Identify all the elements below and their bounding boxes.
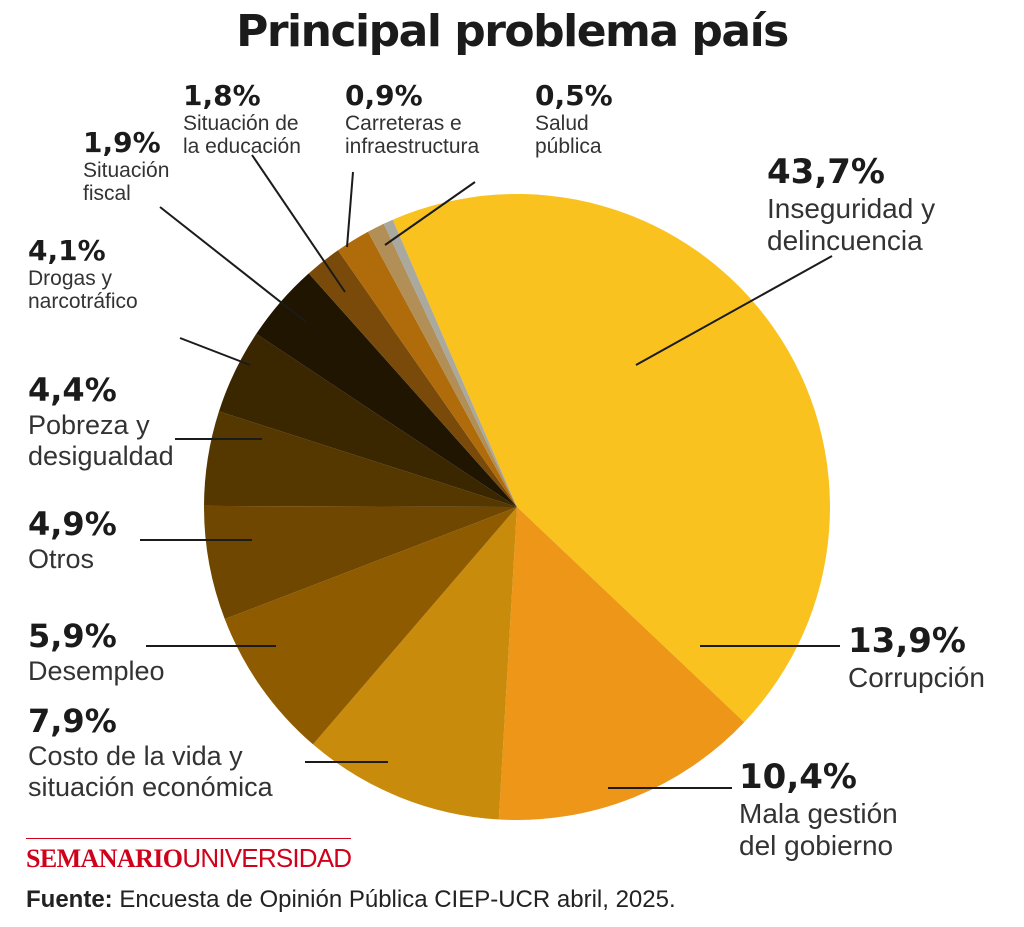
slice-label-3: 7,9% Costo de la vida y situación económic… <box>28 705 273 803</box>
slice-percent: 5,9% <box>28 617 117 655</box>
slice-category-text: narcotráfico <box>28 290 138 313</box>
slice-label-6: 4,4% Pobreza y desigualdad <box>28 374 174 472</box>
slice-percent: 4,1% <box>28 234 106 267</box>
slice-label-5: 4,9% Otros <box>28 508 117 575</box>
leader-line-9 <box>251 154 346 293</box>
slice-category-text: Costo de la vida y <box>28 741 243 771</box>
pie-slice-7 <box>256 273 517 507</box>
slice-category-text: la educación <box>183 135 301 158</box>
slice-percent: 0,5% <box>535 79 613 112</box>
chart-title: Principal problema país <box>236 6 789 57</box>
source-note: Fuente: Encuesta de Opinión Pública CIEP… <box>26 886 676 914</box>
source-label: Fuente: <box>26 886 113 913</box>
slice-percent: 10,4% <box>739 757 857 797</box>
pie-slice-5 <box>204 411 517 507</box>
slice-label-4: 5,9% Desempleo <box>28 620 165 687</box>
slice-category-text: Mala gestión <box>739 798 898 829</box>
slice-category-text: Salud <box>535 112 589 135</box>
slice-category-text: Corrupción <box>848 662 985 693</box>
pie-slice-4 <box>203 505 517 620</box>
slice-category-text: Drogas y <box>28 267 113 290</box>
slice-label-0: 43,7% Inseguridad y delincuencia <box>767 155 935 257</box>
leader-line-7 <box>179 337 251 366</box>
source-text: Encuesta de Opinión Pública CIEP-UCR abr… <box>119 886 676 913</box>
slice-category-text: fiscal <box>83 182 131 205</box>
brand-logo: SEMANARIOUNIVERSIDAD <box>26 838 352 875</box>
leader-line-0 <box>635 255 833 366</box>
pie-slice-6 <box>218 333 517 507</box>
pie-slice-2 <box>313 507 517 820</box>
slice-percent: 13,9% <box>848 621 966 661</box>
pie-slice-9 <box>337 231 517 508</box>
slice-category-text: Inseguridad y <box>767 193 936 224</box>
slice-percent: 43,7% <box>767 152 885 192</box>
pie-slice-3 <box>224 507 518 745</box>
slice-label-7: 4,1% Drogas y narcotráfico <box>28 234 138 314</box>
leader-line-8 <box>159 206 307 323</box>
leader-line-10 <box>346 171 354 248</box>
pie-slice-0 <box>392 193 830 723</box>
pie-slice-11 <box>383 219 517 508</box>
slice-percent: 4,4% <box>28 371 117 409</box>
slice-category-text: Desempleo <box>28 656 165 686</box>
slice-percent: 1,9% <box>83 126 161 159</box>
slice-category-text: desigualdad <box>28 441 174 471</box>
slice-label-10: 0,9% Carreteras e infraestructura <box>345 79 480 159</box>
slice-category-text: del gobierno <box>739 830 894 861</box>
slice-category-text: situación económica <box>28 772 273 802</box>
pie-slice-10 <box>368 223 517 507</box>
slice-category-text: delincuencia <box>767 225 923 256</box>
slice-label-1: 13,9% Corrupción <box>848 624 985 694</box>
pie-slice-1 <box>498 507 745 821</box>
slice-category-text: infraestructura <box>345 135 480 158</box>
slice-label-8: 1,9% Situación fiscal <box>83 126 170 206</box>
slice-percent: 7,9% <box>28 702 117 740</box>
pie-slice-8 <box>308 250 517 507</box>
slice-category-text: Otros <box>28 544 95 574</box>
slice-label-9: 1,8% Situación de la educación <box>183 79 301 159</box>
slice-percent: 1,8% <box>183 79 261 112</box>
leader-line-11 <box>384 181 476 246</box>
slice-percent: 0,9% <box>345 79 423 112</box>
slice-category-text: pública <box>535 135 602 158</box>
slice-category-text: Pobreza y <box>28 410 150 440</box>
slice-category-text: Situación <box>83 159 170 182</box>
slice-category-text: Carreteras e <box>345 112 462 135</box>
slice-label-11: 0,5% Salud pública <box>535 79 613 159</box>
slice-category-text: Situación de <box>183 112 299 135</box>
slice-label-2: 10,4% Mala gestión del gobierno <box>739 760 898 862</box>
slice-percent: 4,9% <box>28 505 117 543</box>
